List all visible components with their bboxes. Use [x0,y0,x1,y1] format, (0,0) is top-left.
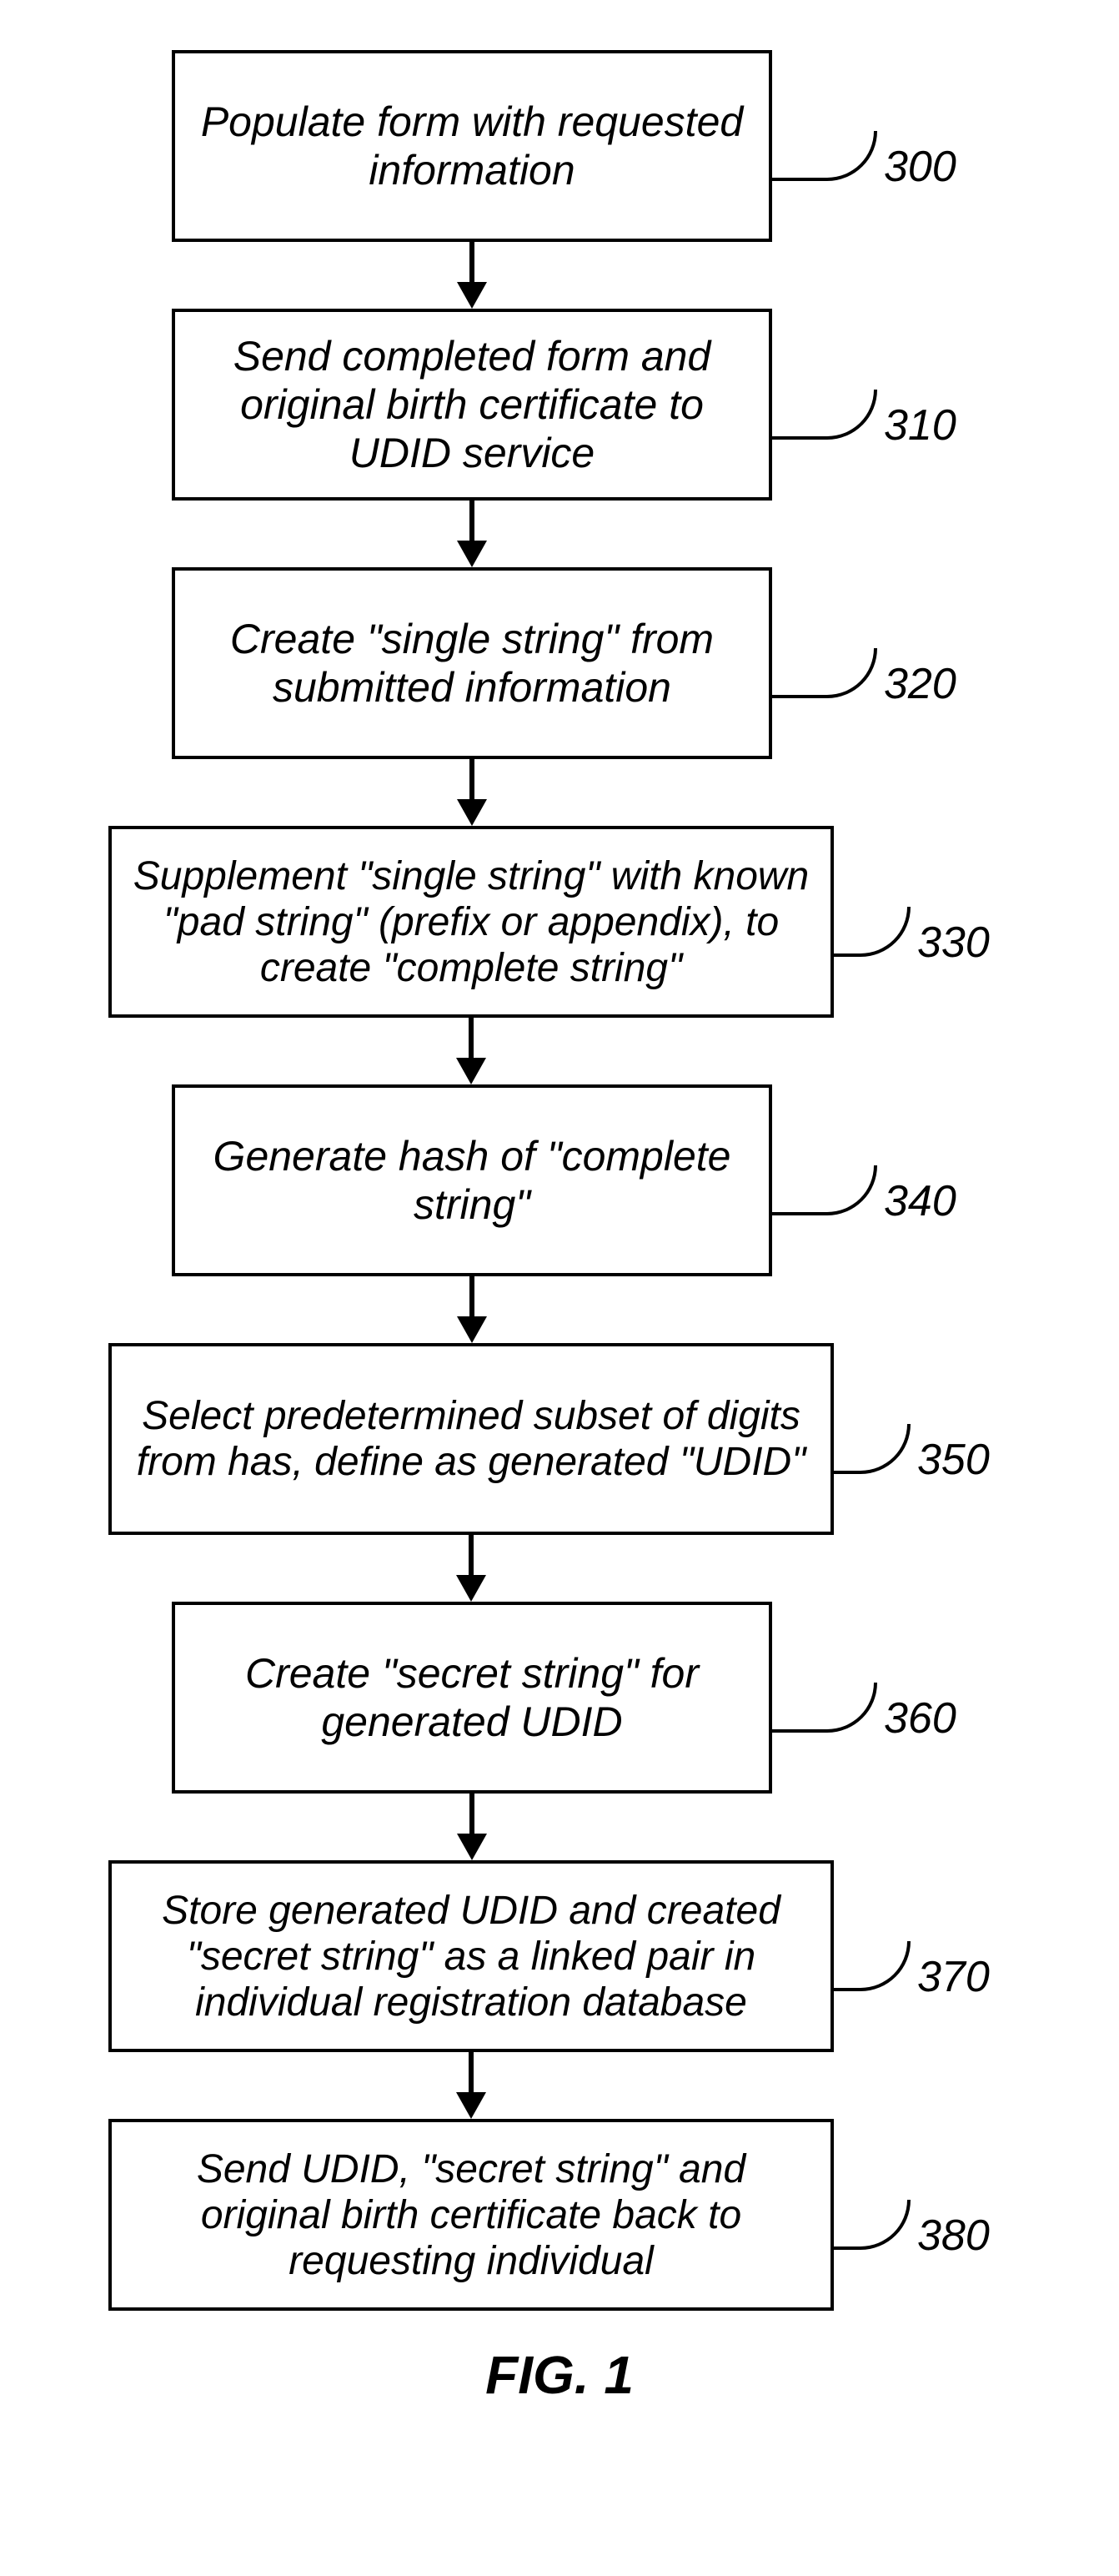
arrow-line [469,1535,474,1575]
arrow-head-icon [456,2092,486,2119]
flow-node-350: Select predetermined subset of digits fr… [108,1343,834,1535]
flow-node-380: Send UDID, "secret string" and original … [108,2119,834,2311]
leader-line [834,2200,911,2250]
flow-node-340: Generate hash of "complete string" [172,1084,772,1276]
flow-node-label-370: 370 [917,1952,990,2002]
flow-node-300: Populate form with requested information [172,50,772,242]
leader-line [834,1941,911,1991]
leader-line [772,648,877,698]
flow-node-310: Send completed form and original birth c… [172,309,772,501]
leader-line [772,1683,877,1733]
arrow-line [469,2052,474,2092]
flowchart-canvas: Populate form with requested information… [0,0,1119,2576]
arrow-head-icon [457,282,487,309]
leader-line [772,390,877,440]
flow-node-text: Create "single string" from submitted in… [192,615,752,712]
arrow-head-icon [457,1316,487,1343]
flow-node-330: Supplement "single string" with known "p… [108,826,834,1018]
leader-line [772,131,877,181]
flow-node-label-300: 300 [884,142,956,192]
flow-node-text: Select predetermined subset of digits fr… [128,1393,814,1485]
arrow-line [469,1018,474,1058]
flow-node-label-350: 350 [917,1435,990,1485]
flow-node-label-330: 330 [917,918,990,968]
flow-node-text: Generate hash of "complete string" [192,1132,752,1229]
flow-node-label-360: 360 [884,1693,956,1743]
flow-node-360: Create "secret string" for generated UDI… [172,1602,772,1794]
flow-node-label-320: 320 [884,659,956,709]
flow-node-text: Create "secret string" for generated UDI… [192,1649,752,1746]
arrow-line [469,1794,474,1834]
flow-node-text: Send completed form and original birth c… [192,332,752,477]
arrow-head-icon [456,1058,486,1084]
arrow-line [469,1276,474,1316]
flow-node-text: Supplement "single string" with known "p… [128,853,814,991]
arrow-head-icon [457,1834,487,1860]
flow-node-label-340: 340 [884,1176,956,1226]
leader-line [834,907,911,957]
flow-node-370: Store generated UDID and created "secret… [108,1860,834,2052]
arrow-head-icon [456,1575,486,1602]
flow-node-320: Create "single string" from submitted in… [172,567,772,759]
arrow-line [469,759,474,799]
arrow-head-icon [457,799,487,826]
flow-node-label-310: 310 [884,400,956,450]
leader-line [834,1424,911,1474]
figure-caption: FIG. 1 [0,2344,1119,2406]
flow-node-text: Store generated UDID and created "secret… [128,1888,814,2025]
flow-node-text: Send UDID, "secret string" and original … [128,2146,814,2284]
arrow-line [469,501,474,541]
arrow-line [469,242,474,282]
arrow-head-icon [457,541,487,567]
flow-node-label-380: 380 [917,2211,990,2261]
leader-line [772,1165,877,1215]
flow-node-text: Populate form with requested information [192,98,752,194]
